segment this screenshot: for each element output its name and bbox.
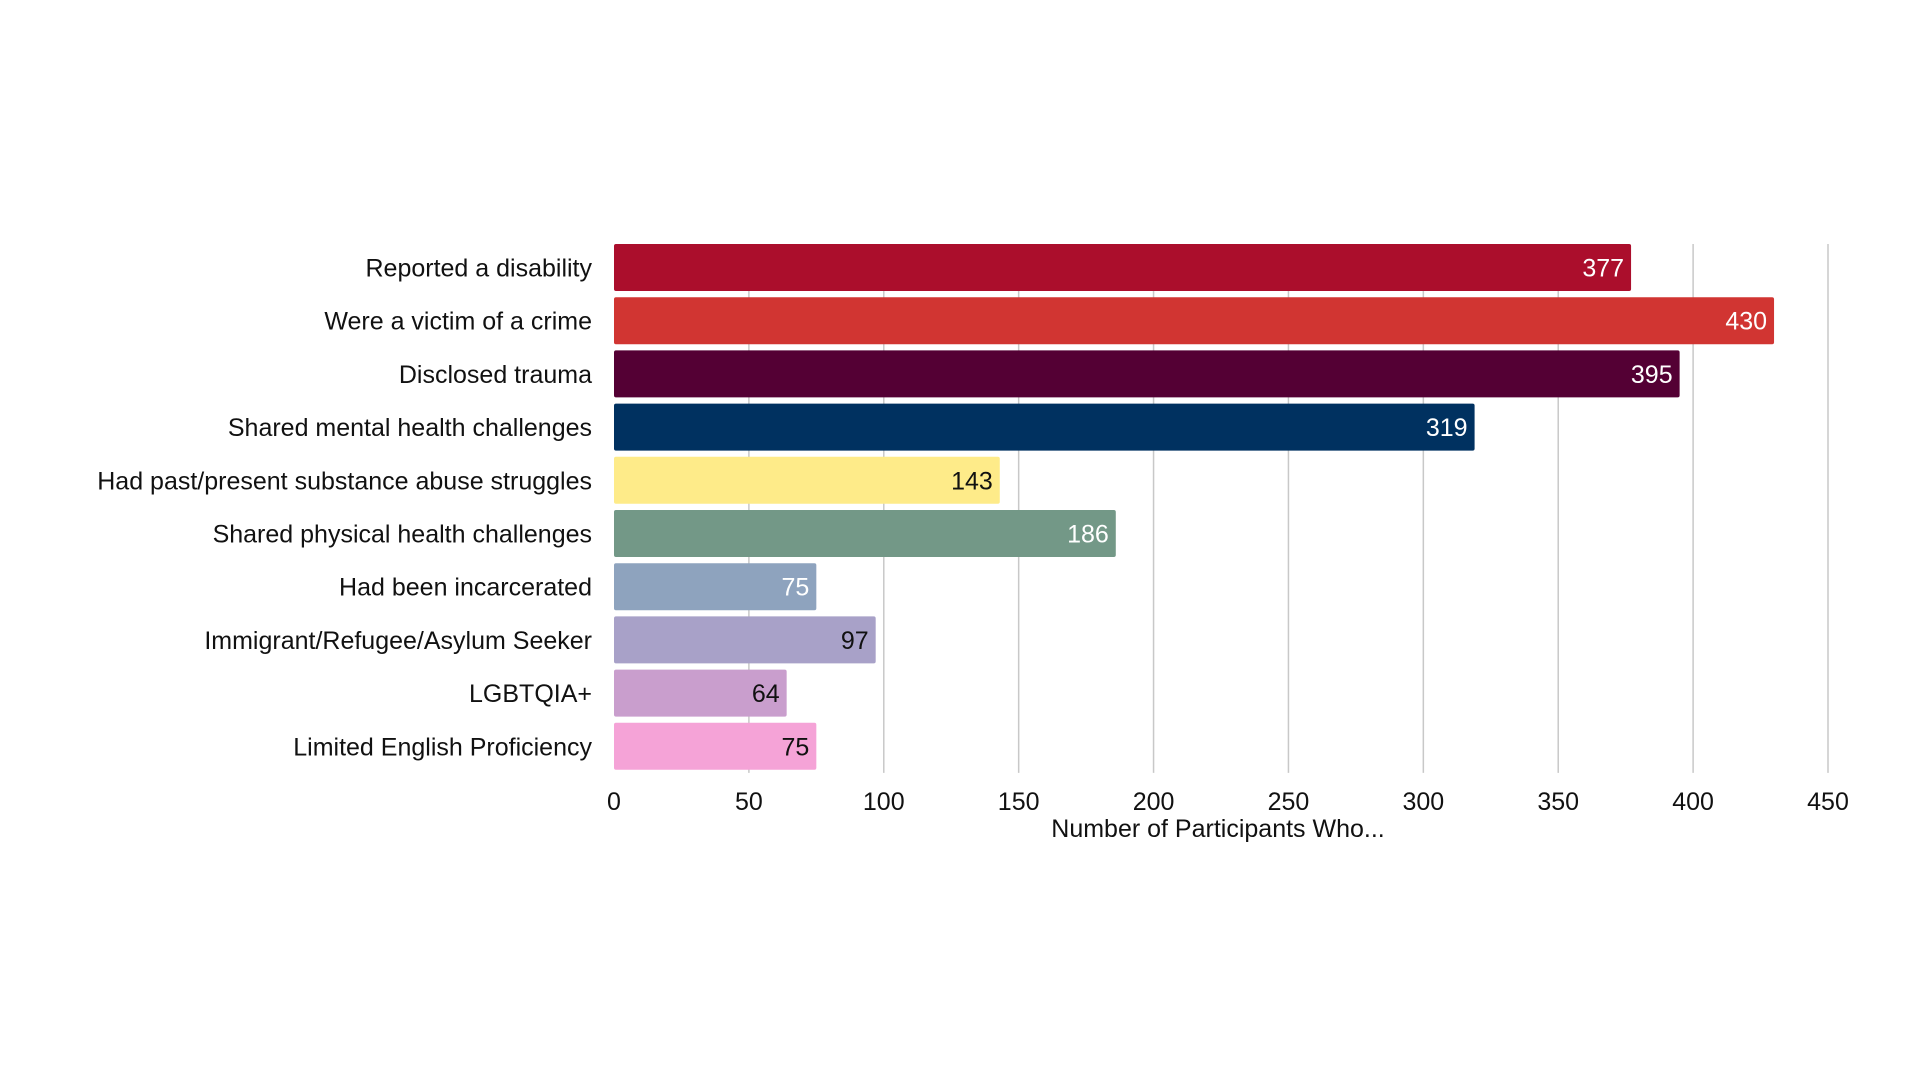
x-tick-label-150: 150 xyxy=(998,788,1040,816)
category-label-6: Had been incarcerated xyxy=(339,574,592,602)
data-label-0: 377 xyxy=(1582,255,1624,283)
category-label-4: Had past/present substance abuse struggl… xyxy=(97,467,592,495)
bar-9 xyxy=(614,722,817,770)
category-label-3: Shared mental health challenges xyxy=(228,414,592,442)
data-label-3: 319 xyxy=(1426,414,1468,442)
bar-4 xyxy=(614,456,1000,504)
category-label-8: LGBTQIA+ xyxy=(469,680,592,708)
x-tick-label-300: 300 xyxy=(1402,788,1444,816)
x-tick-label-50: 50 xyxy=(735,788,763,816)
category-label-0: Reported a disability xyxy=(365,255,592,283)
data-label-2: 395 xyxy=(1631,361,1673,389)
category-label-9: Limited English Proficiency xyxy=(293,733,592,761)
x-tick-label-0: 0 xyxy=(607,788,621,816)
data-label-5: 186 xyxy=(1067,521,1109,549)
category-labels: Reported a disability Were a victim of a … xyxy=(97,255,592,762)
data-label-6: 75 xyxy=(782,574,810,602)
data-label-7: 97 xyxy=(841,627,869,655)
x-axis-title: Number of Participants Who... xyxy=(1051,815,1384,843)
bar-8 xyxy=(614,669,787,717)
bar-7 xyxy=(614,616,876,664)
x-tick-labels: 0 50 100 150 200 250 300 350 400 450 xyxy=(607,788,1849,816)
x-tick-label-400: 400 xyxy=(1672,788,1714,816)
x-tick-label-450: 450 xyxy=(1807,788,1849,816)
bar-0 xyxy=(614,244,1632,291)
bar-5 xyxy=(614,510,1116,557)
data-label-1: 430 xyxy=(1725,308,1767,336)
x-tick-label-200: 200 xyxy=(1133,788,1175,816)
x-tick-label-350: 350 xyxy=(1537,788,1579,816)
data-label-4: 143 xyxy=(951,467,993,495)
bar-1 xyxy=(614,297,1775,345)
x-tick-label-250: 250 xyxy=(1268,788,1310,816)
bar-3 xyxy=(614,403,1475,451)
x-tick-label-100: 100 xyxy=(863,788,905,816)
category-label-2: Disclosed trauma xyxy=(399,361,592,389)
bar-6 xyxy=(614,563,817,611)
category-label-5: Shared physical health challenges xyxy=(213,521,592,549)
category-label-1: Were a victim of a crime xyxy=(324,308,592,336)
data-label-8: 64 xyxy=(752,680,780,708)
category-label-7: Immigrant/Refugee/Asylum Seeker xyxy=(204,627,592,655)
data-label-9: 75 xyxy=(782,733,810,761)
bar-2 xyxy=(614,350,1680,398)
